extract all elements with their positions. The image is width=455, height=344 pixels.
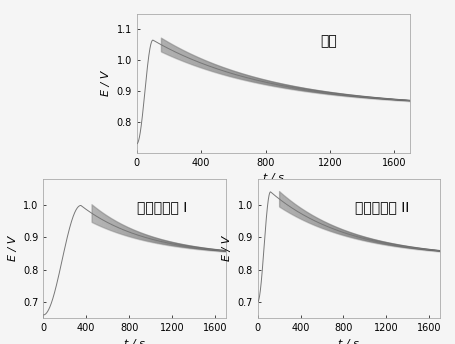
X-axis label: t / s: t / s [263,173,283,183]
Y-axis label: E / V: E / V [222,236,231,261]
Y-axis label: E / V: E / V [101,71,111,96]
Y-axis label: E / V: E / V [8,236,17,261]
X-axis label: t / s: t / s [124,338,145,344]
Text: 待鉴别中华 I: 待鉴别中华 I [136,200,187,214]
Text: 待鉴别中华 II: 待鉴别中华 II [354,200,408,214]
Text: 中华: 中华 [319,35,336,49]
X-axis label: t / s: t / s [338,338,359,344]
